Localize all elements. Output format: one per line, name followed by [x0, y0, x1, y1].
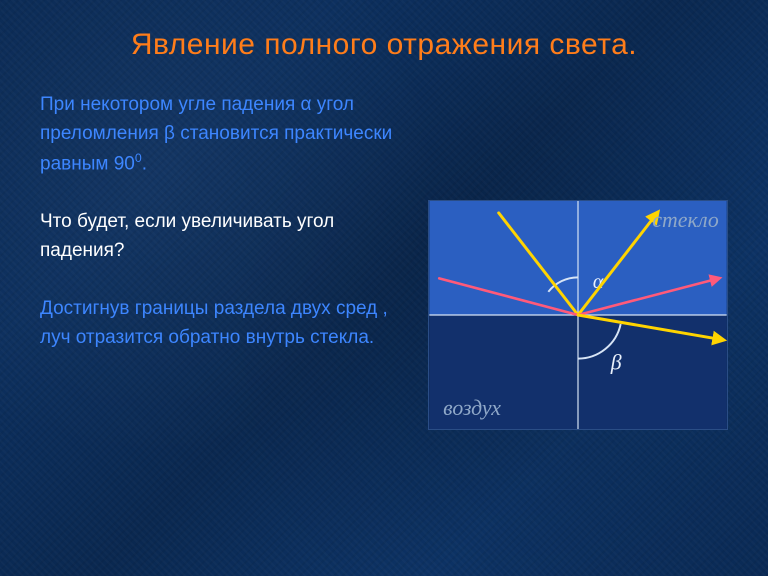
- slide-root: Явление полного отражения света. При нек…: [0, 0, 768, 576]
- svg-text:воздух: воздух: [443, 396, 501, 420]
- slide-title: Явление полного отражения света.: [40, 28, 728, 62]
- p1-text-pre: При некотором угле падения α угол прелом…: [40, 94, 392, 174]
- p1-text-post: .: [142, 153, 147, 174]
- paragraph-2: Что будет, если увеличивать угол падения…: [40, 207, 410, 266]
- text-column: При некотором угле падения α угол прелом…: [40, 90, 410, 380]
- svg-text:стекло: стекло: [652, 208, 718, 232]
- svg-text:β: β: [610, 351, 622, 375]
- diagram-svg: αβстекловоздух: [429, 201, 727, 429]
- diagram-column: αβстекловоздух: [428, 200, 728, 430]
- body-row: При некотором угле падения α угол прелом…: [40, 90, 728, 430]
- paragraph-1: При некотором угле падения α угол прелом…: [40, 90, 410, 179]
- refraction-diagram: αβстекловоздух: [428, 200, 728, 430]
- paragraph-3: Достигнув границы раздела двух сред , лу…: [40, 294, 410, 353]
- p1-sup: 0: [135, 151, 142, 165]
